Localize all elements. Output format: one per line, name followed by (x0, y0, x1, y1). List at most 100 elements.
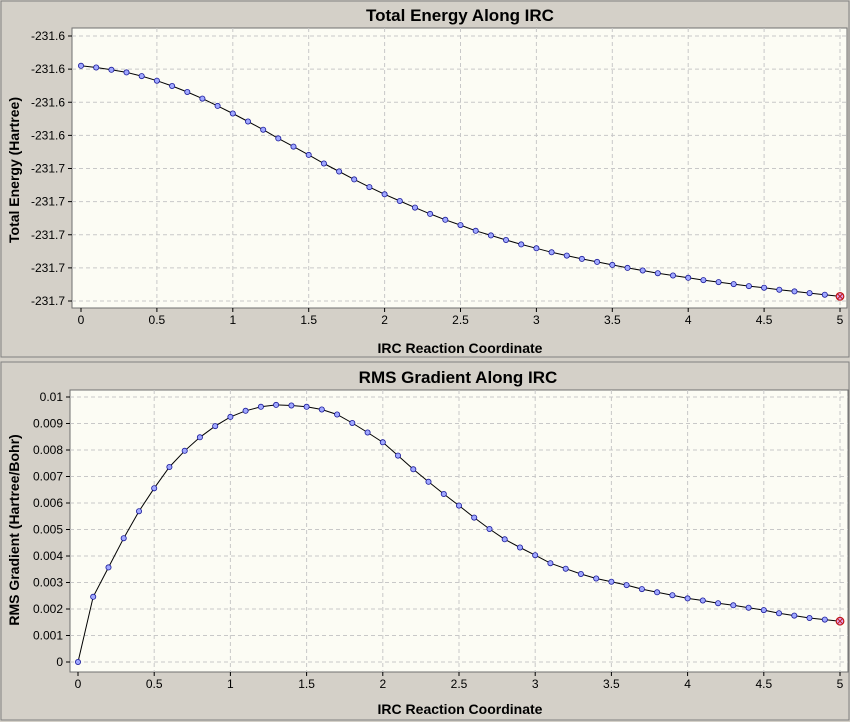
energy-data-point (153, 77, 160, 84)
energy-data-point (548, 249, 555, 256)
energy-y-tick-label: -231.7 (31, 294, 65, 308)
gradient-y-tick-label: 0.009 (33, 417, 63, 431)
gradient-data-point (151, 485, 158, 492)
energy-x-axis-label: IRC Reaction Coordinate (378, 340, 543, 356)
energy-data-point (290, 143, 297, 150)
gradient-data-point (623, 582, 630, 589)
energy-data-point (169, 83, 176, 90)
energy-chart-panel: Total Energy Along IRC 0 0.5 1 1.5 2 2.5 3 3.5 4… (0, 0, 850, 358)
energy-data-point (578, 255, 585, 262)
gradient-x-tick-label: 2 (379, 677, 386, 691)
gradient-y-tick-label: 0 (56, 655, 63, 669)
energy-x-tick-label: 5 (837, 313, 844, 327)
energy-data-point (654, 270, 661, 277)
gradient-data-point (608, 578, 615, 585)
gradient-data-point (212, 423, 219, 430)
energy-data-point (487, 232, 494, 239)
gradient-data-point (318, 406, 325, 413)
gradient-y-tick-label: 0.001 (33, 629, 63, 643)
gradient-x-tick-label: 3.5 (603, 677, 620, 691)
energy-data-point (108, 66, 115, 73)
energy-data-point (396, 197, 403, 204)
gradient-data-point (821, 616, 828, 623)
gradient-data-point (75, 659, 82, 666)
energy-y-tick-label: -231.7 (31, 162, 65, 176)
energy-data-point (533, 245, 540, 252)
gradient-data-point (334, 411, 341, 418)
gradient-data-point (806, 615, 813, 622)
energy-data-point (457, 222, 464, 229)
gradient-y-tick-label: 0.007 (33, 470, 63, 484)
energy-x-tick-label: 0.5 (149, 313, 166, 327)
energy-data-point (624, 264, 631, 271)
energy-current-point-marker (837, 293, 843, 300)
energy-data-point (821, 291, 828, 298)
energy-data-point (138, 73, 145, 80)
gradient-data-point (684, 595, 691, 602)
gradient-data-point (166, 463, 173, 470)
energy-data-point (442, 216, 449, 223)
energy-data-point (472, 227, 479, 234)
gradient-data-point (486, 526, 493, 533)
gradient-data-point (577, 571, 584, 578)
gradient-y-tick-label: 0.005 (33, 523, 63, 537)
gradient-data-point (532, 552, 539, 559)
gradient-data-point (196, 434, 203, 441)
gradient-data-point (760, 607, 767, 614)
gradient-data-point (745, 604, 752, 611)
gradient-y-tick-label: 0.002 (33, 602, 63, 616)
gradient-current-point-marker (837, 618, 843, 625)
gradient-x-axis-label: IRC Reaction Coordinate (378, 701, 543, 717)
energy-data-point (502, 236, 509, 243)
energy-y-tick-label: -231.6 (31, 62, 65, 76)
gradient-data-point (288, 402, 295, 409)
energy-data-point (78, 62, 85, 69)
energy-y-tick-label: -231.6 (31, 128, 65, 142)
energy-data-point (260, 126, 267, 133)
gradient-y-tick-label: 0.004 (33, 549, 63, 563)
energy-data-point (214, 102, 221, 109)
energy-data-point (685, 274, 692, 281)
energy-data-point (275, 135, 282, 142)
gradient-data-point (364, 429, 371, 436)
energy-data-point (427, 210, 434, 217)
energy-data-point (806, 290, 813, 297)
energy-data-point (609, 261, 616, 268)
energy-data-point (776, 286, 783, 293)
energy-data-point (336, 168, 343, 175)
gradient-x-tick-label: 0.5 (146, 677, 163, 691)
gradient-data-point (440, 490, 447, 497)
gradient-data-point (517, 544, 524, 551)
energy-data-point (639, 267, 646, 274)
gradient-data-point (379, 439, 386, 446)
energy-y-tick-label: -231.6 (31, 29, 65, 43)
gradient-data-point (501, 536, 508, 543)
energy-data-point (670, 272, 677, 279)
gradient-data-point (425, 478, 432, 485)
gradient-data-point (791, 612, 798, 619)
energy-data-point (123, 69, 130, 76)
gradient-y-tick-label: 0.006 (33, 496, 63, 510)
gradient-data-point (730, 602, 737, 609)
gradient-data-point (669, 592, 676, 599)
energy-data-point (93, 64, 100, 71)
gradient-x-tick-label: 1 (227, 677, 234, 691)
energy-x-tick-label: 4.5 (756, 313, 773, 327)
gradient-y-tick-label: 0.008 (33, 443, 63, 457)
energy-data-point (320, 160, 327, 167)
gradient-data-point (776, 610, 783, 617)
energy-data-point (351, 176, 358, 183)
energy-data-point (199, 95, 206, 102)
gradient-data-point (242, 407, 249, 414)
gradient-x-tick-label: 4.5 (755, 677, 772, 691)
gradient-data-point (120, 535, 127, 542)
gradient-data-point (654, 589, 661, 596)
gradient-data-point (90, 593, 97, 600)
energy-data-point (229, 110, 236, 117)
energy-data-point (745, 283, 752, 290)
gradient-data-point (273, 401, 280, 408)
energy-data-point (244, 118, 251, 125)
energy-x-tick-label: 2 (381, 313, 388, 327)
energy-y-tick-label: -231.7 (31, 261, 65, 275)
energy-data-point (411, 204, 418, 211)
